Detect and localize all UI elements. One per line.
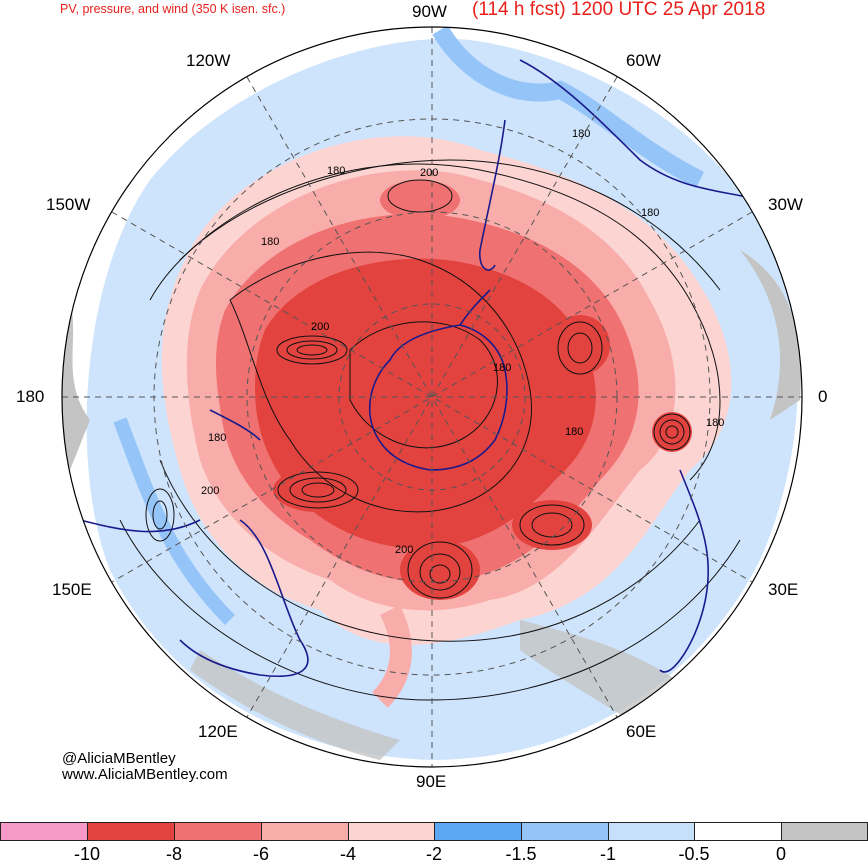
pv-color-legend xyxy=(0,822,868,843)
contour-label: 180 xyxy=(208,432,226,444)
contour-label: 180 xyxy=(641,207,659,219)
coastlines xyxy=(79,59,761,677)
lon-label-30w: 30W xyxy=(768,195,803,214)
lon-label-180: 180 xyxy=(16,387,45,406)
lon-label-120w: 120W xyxy=(186,51,231,70)
lon-label-120e: 120E xyxy=(198,722,238,741)
contour-label: 180 xyxy=(572,128,590,140)
contour-label: 180 xyxy=(493,362,511,374)
legend-swatch xyxy=(261,822,349,841)
credit-handle: @AliciaMBentley xyxy=(62,750,176,767)
forecast-time-title: (114 h fcst) 1200 UTC 25 Apr 2018 xyxy=(472,0,766,20)
legend-tick-label: -10 xyxy=(73,844,101,864)
legend-swatch xyxy=(521,822,609,841)
contour-value-labels: 200 180 180 180 200 180 180 180 200 180 … xyxy=(201,128,724,556)
lon-label-60w: 60W xyxy=(626,51,661,70)
lon-label-0: 0 xyxy=(818,387,828,406)
contour-label: 180 xyxy=(327,165,345,177)
legend-tick-label: -1 xyxy=(599,844,617,864)
pressure-contours xyxy=(119,159,741,701)
legend-swatch xyxy=(781,822,868,841)
lon-label-90e: 90E xyxy=(416,772,447,791)
legend-tick-label: -8 xyxy=(165,844,183,864)
legend-swatch xyxy=(348,822,436,841)
graticule xyxy=(62,27,802,767)
contour-label: 180 xyxy=(565,426,583,438)
legend-swatch xyxy=(87,822,175,841)
contour-label: 200 xyxy=(420,167,438,179)
lon-label-150e: 150E xyxy=(52,580,92,599)
lon-label-150w: 150W xyxy=(46,195,91,214)
contour-label: 200 xyxy=(311,321,329,333)
legend-tick-label: -6 xyxy=(252,844,270,864)
contour-label: 200 xyxy=(201,485,219,497)
legend-swatch xyxy=(0,822,88,841)
legend-tick-label: -4 xyxy=(339,844,357,864)
credit-website: www.AliciaMBentley.com xyxy=(62,766,228,783)
legend-tick-label: -0.5 xyxy=(678,844,710,864)
legend-swatch xyxy=(694,822,782,841)
legend-tick-label: -2 xyxy=(425,844,443,864)
contour-label: 200 xyxy=(395,544,413,556)
lon-label-30e: 30E xyxy=(768,580,799,599)
map-title: PV, pressure, and wind (350 K isen. sfc.… xyxy=(60,2,286,16)
contour-label: 180 xyxy=(261,236,279,248)
legend-swatch xyxy=(434,822,522,841)
contour-label: 180 xyxy=(706,417,724,429)
legend-swatch xyxy=(608,822,696,841)
lon-label-90w: 90W xyxy=(412,2,447,21)
legend-swatch xyxy=(174,822,262,841)
lon-label-60e: 60E xyxy=(626,722,657,741)
map-boundary xyxy=(61,26,803,768)
legend-tick-label: -1.5 xyxy=(505,844,537,864)
legend-tick-label: 0 xyxy=(775,844,787,864)
